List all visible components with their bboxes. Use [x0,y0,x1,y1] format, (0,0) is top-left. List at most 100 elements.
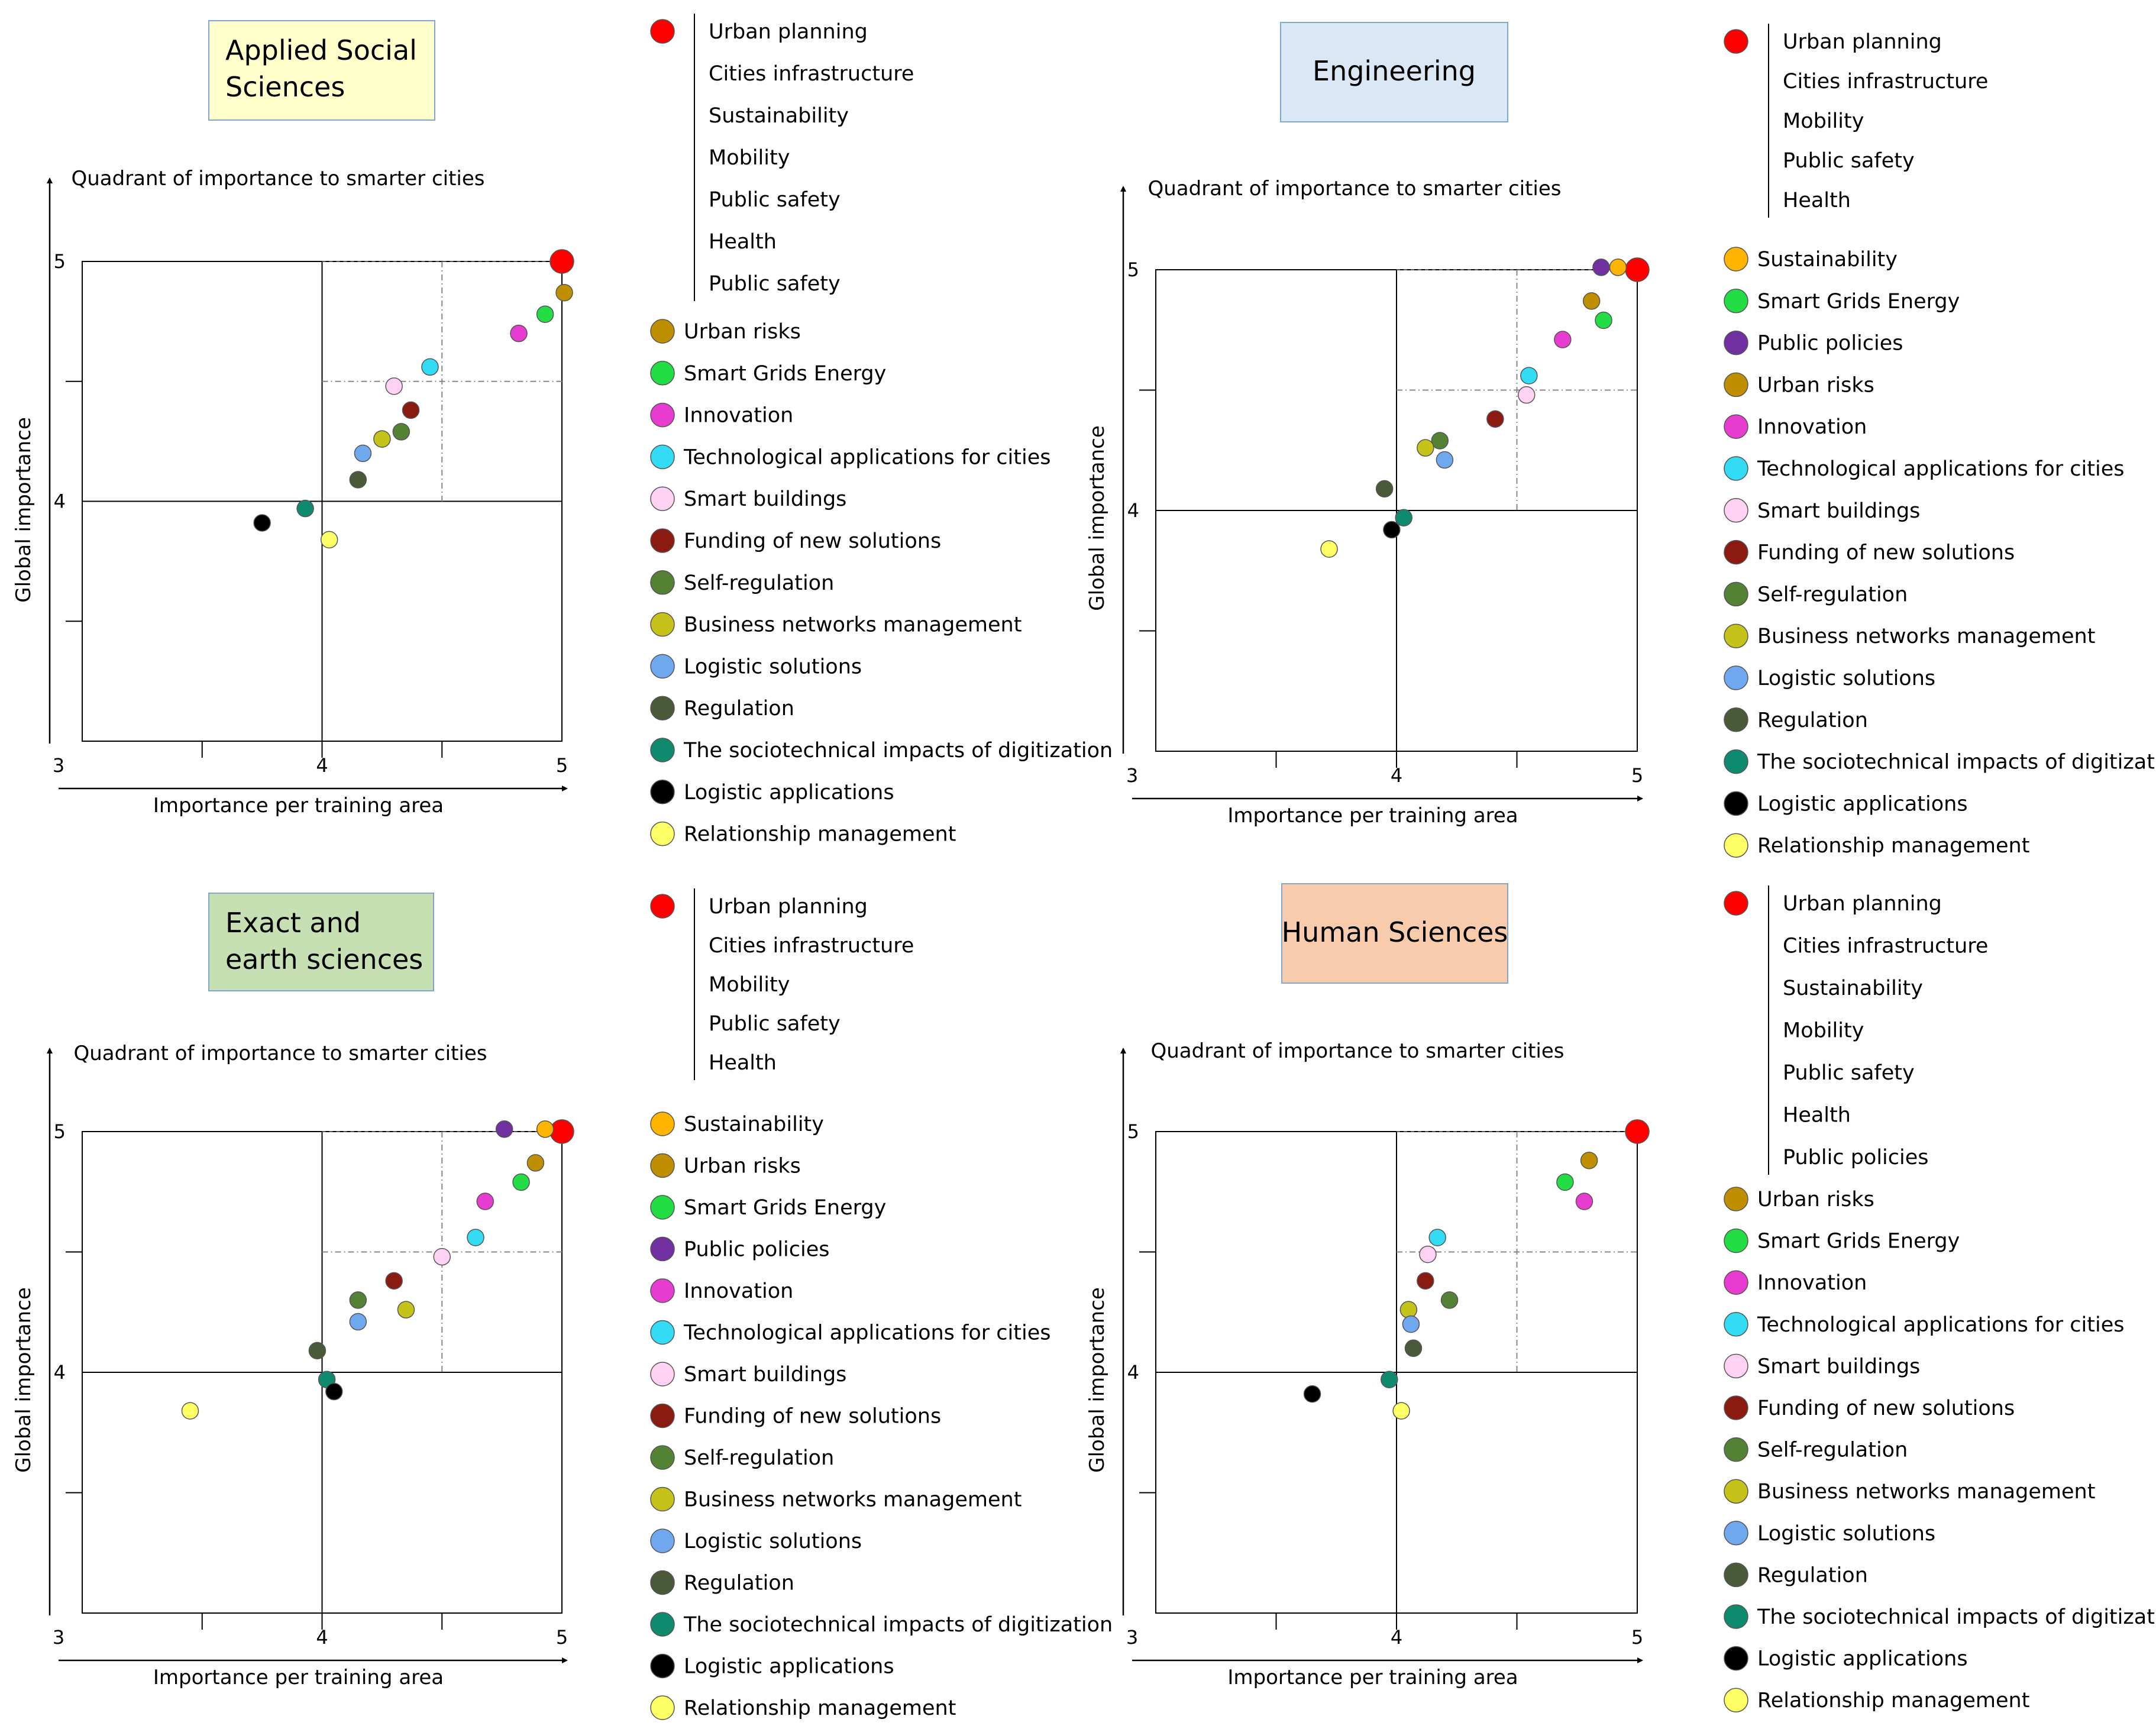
data-point-business-networks-management [373,430,391,448]
legend-label: The sociotechnical impacts of digitizati… [1757,751,2156,774]
legend-label: Sustainability [684,1113,824,1136]
legend-label: Public policies [684,1238,830,1262]
y-axis-label: Global importance [1085,1287,1109,1473]
legend-marker [650,1236,675,1262]
x-tick-label: 3 [53,754,64,777]
legend-marker [650,528,675,553]
legend-marker [650,1570,675,1595]
legend-label: Innovation [684,404,793,428]
panel-title-line: Applied Social [225,34,417,66]
data-point-logistic-applications [253,514,271,532]
data-point-relationship-management [1320,540,1338,558]
legend-label: Funding of new solutions [1757,541,2015,565]
legend-marker [650,654,675,679]
data-point-urban-planning [1625,1119,1650,1144]
data-point-smart-grids-energy [1595,311,1612,329]
legend-label: Business networks management [1757,625,2095,648]
legend-label: Technological applications for cities [683,445,1050,469]
data-point-regulation [1404,1339,1423,1358]
panel-title: Engineering [1313,55,1476,87]
legend-label: Logistic applications [684,1655,894,1679]
legend-marker [1724,539,1748,565]
legend-marker [1724,1604,1748,1629]
legend-label: Technological applications for cities [1757,457,2124,481]
legend-group-marker [650,19,675,44]
data-point-urban-risks [526,1154,545,1172]
y-tick-label: 5 [54,1120,66,1143]
legend-group-marker [1724,891,1748,916]
panel-subtitle: Quadrant of importance to smarter cities [71,167,484,190]
legend-label: Relationship management [1757,834,2029,858]
data-point-self-regulation [1431,432,1449,450]
legend-label: Smart Grids Energy [684,362,886,386]
x-tick-label: 5 [556,754,568,777]
data-point-business-networks-management [397,1301,415,1318]
legend-label: Smart buildings [1757,499,1920,523]
y-tick-label: 4 [54,1361,66,1384]
data-point-the-sociotechnical-impacts-of-digitization [1395,509,1412,526]
panel-title-bg [208,893,434,991]
panel-title: Applied Social Sciences [225,34,417,103]
data-point-technological-applications-for-cities [421,358,439,376]
legend-group-marker [1724,29,1748,54]
legend-marker [1724,1353,1748,1379]
legend-label: Innovation [684,1279,793,1303]
data-point-urban-risks [1580,1152,1598,1169]
legend-label: Smart Grids Energy [684,1196,886,1220]
legend-marker [1724,1270,1748,1295]
legend-group-label: Health [709,1051,777,1075]
data-point-logistic-solutions [354,444,372,463]
data-point-funding-of-new-solutions [1486,410,1504,428]
panel-title-box: Human Sciences [1281,883,1508,984]
legend-marker [1724,498,1748,523]
legend-label: Innovation [1757,415,1867,439]
data-point-technological-applications-for-cities [1520,367,1538,384]
legend-label: Business networks management [684,1488,1022,1512]
data-point-funding-of-new-solutions [402,401,420,419]
legend-marker [1724,833,1748,858]
legend-label: Relationship management [684,1696,956,1720]
legend-marker [650,402,675,428]
legend-label: Logistic applications [1757,1647,1968,1671]
legend-label: The sociotechnical impacts of digitizati… [683,739,1113,762]
legend-label: Logistic solutions [684,1530,862,1553]
legend-label: Funding of new solutions [684,1405,941,1429]
legend-marker [650,738,675,762]
data-point-logistic-solutions [349,1313,367,1331]
legend-group-label: Public safety [709,188,841,212]
data-point-innovation [1554,331,1572,348]
legend-label: Smart buildings [684,487,846,511]
data-point-smart-buildings [433,1248,451,1266]
y-axis-label: Global importance [1085,425,1109,611]
legend-marker [1724,623,1748,648]
data-point-smart-grids-energy [536,305,554,323]
panel-title-bg [1280,22,1508,122]
legend-marker [1724,791,1748,816]
legend-marker [1724,581,1748,607]
panel-subtitle: Quadrant of importance to smarter cities [1150,1039,1564,1063]
y-tick-label: 4 [1127,1361,1139,1384]
legend-label: Urban risks [1757,1188,1874,1211]
x-tick-label: 3 [53,1626,64,1649]
legend-marker [1724,1646,1748,1671]
legend-label: Logistic solutions [1757,1522,1935,1546]
data-point-business-networks-management [1417,439,1434,457]
chart-panel-3: Human Sciences Quadrant of importance to … [1085,883,2156,1712]
data-point-public-policies [495,1120,513,1138]
legend-marker [1724,247,1748,272]
data-point-technological-applications-for-cities [467,1229,484,1246]
data-point-urban-risks [1582,292,1601,310]
chart-panel-1: Engineering Quadrant of importance to sma… [1085,22,2156,858]
legend-marker [1724,1228,1748,1253]
legend-group-label: Mobility [1783,109,1864,133]
legend-marker [650,612,675,637]
legend-label: The sociotechnical impacts of digitizati… [683,1613,1113,1637]
data-point-self-regulation [1440,1291,1459,1309]
legend-group-label: Public policies [1783,1146,1929,1169]
legend-marker [1724,665,1748,690]
legend-marker [1724,372,1748,397]
data-point-regulation [308,1342,327,1360]
data-point-innovation [1575,1192,1593,1210]
data-point-regulation [349,471,367,489]
